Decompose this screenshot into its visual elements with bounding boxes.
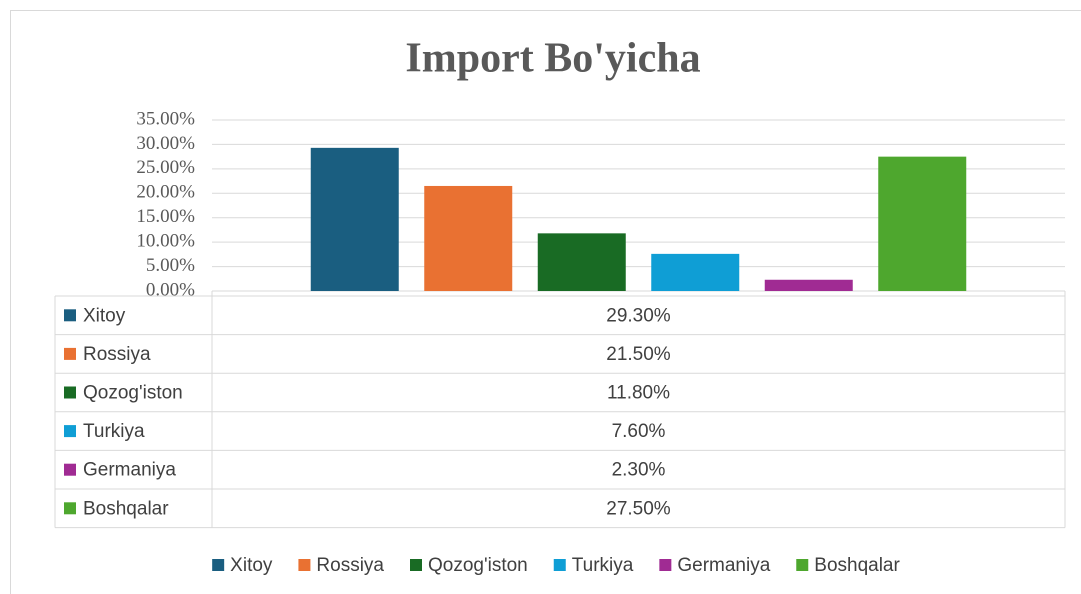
bar xyxy=(310,147,399,291)
legend-swatch xyxy=(796,559,809,571)
table-row-label: Germaniya xyxy=(83,460,176,481)
legend-swatch xyxy=(298,559,311,571)
legend-swatch xyxy=(553,559,566,571)
table-value: 29.30% xyxy=(606,305,671,326)
legend-label: Rossiya xyxy=(316,555,384,576)
table-value: 27.50% xyxy=(606,498,671,519)
legend-swatch xyxy=(410,559,422,571)
legend-swatch xyxy=(659,559,672,571)
legend-key xyxy=(64,463,76,476)
table-value: 11.80% xyxy=(607,383,670,404)
legend-key xyxy=(64,386,76,399)
legend-label: Boshqalar xyxy=(814,555,900,576)
legend-label: Turkiya xyxy=(572,555,634,576)
y-tick-label: 35.00% xyxy=(136,108,195,129)
legend-key xyxy=(64,425,76,438)
legend-label: Xitoy xyxy=(230,555,273,576)
table-row-label: Rossiya xyxy=(83,344,151,365)
bar xyxy=(651,253,740,291)
y-tick-label: 15.00% xyxy=(136,206,195,227)
legend-key xyxy=(64,502,76,515)
table-row-label: Qozog'iston xyxy=(83,383,183,404)
legend-swatch xyxy=(212,559,225,571)
bar xyxy=(764,279,853,291)
table-value: 2.30% xyxy=(612,460,666,481)
table-value: 7.60% xyxy=(612,421,666,442)
bar xyxy=(424,185,513,291)
table-row-label: Xitoy xyxy=(83,305,126,326)
bar xyxy=(878,156,967,291)
y-tick-label: 10.00% xyxy=(136,231,195,252)
legend-label: Germaniya xyxy=(677,555,770,576)
legend-key xyxy=(64,347,76,360)
y-tick-label: 20.00% xyxy=(136,182,195,203)
legend-label: Qozog'iston xyxy=(428,555,528,576)
table-row-label: Boshqalar xyxy=(83,498,169,519)
y-tick-label: 30.00% xyxy=(136,133,195,154)
y-tick-label: 0.00% xyxy=(146,279,195,300)
chart-border xyxy=(10,10,1081,594)
bar xyxy=(537,233,626,291)
chart-title: Import Bo'yicha xyxy=(405,36,700,82)
y-tick-label: 5.00% xyxy=(146,255,195,276)
y-tick-label: 25.00% xyxy=(136,157,195,178)
table-value: 21.50% xyxy=(606,344,671,365)
table-row-label: Turkiya xyxy=(83,421,145,442)
legend-key xyxy=(64,309,76,322)
